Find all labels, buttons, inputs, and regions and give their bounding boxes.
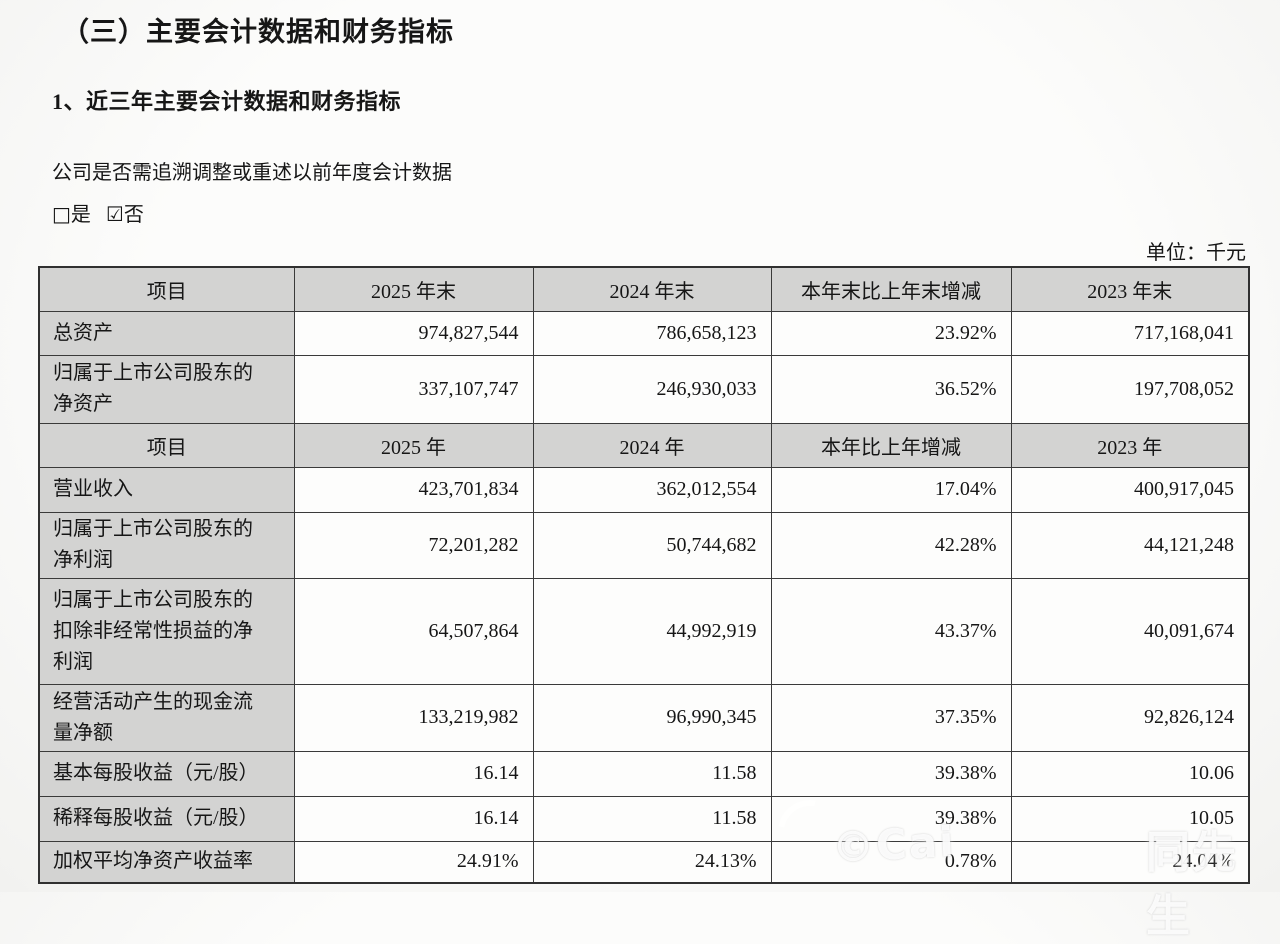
- row-label: 稀释每股收益（元/股）: [38, 795, 295, 842]
- column-header-2023-yearend: 2023 年末: [1010, 266, 1250, 312]
- checkbox-unchecked-icon: □: [52, 202, 71, 226]
- cell-value: 10.05: [1010, 795, 1250, 842]
- table-row-total-assets: 总资产 974,827,544 786,658,123 23.92% 717,1…: [38, 310, 1250, 356]
- column-header-item: 项目: [38, 266, 295, 312]
- cell-value: 39.38%: [770, 795, 1012, 842]
- table-row-net-assets: 归属于上市公司股东的 净资产 337,107,747 246,930,033 3…: [38, 354, 1250, 424]
- cell-value: 17.04%: [770, 466, 1012, 513]
- checkbox-option-no: ☑否: [105, 202, 144, 226]
- cell-value: 44,992,919: [532, 577, 772, 685]
- column-header-year-change: 本年比上年增减: [770, 422, 1012, 468]
- cell-value: 39.38%: [770, 750, 1012, 797]
- restatement-answer-row: □是 ☑否: [52, 198, 154, 227]
- section-title: （三）主要会计数据和财务指标: [62, 17, 454, 47]
- column-header-2023: 2023 年: [1010, 422, 1250, 468]
- column-header-yearend-change: 本年末比上年末增减: [770, 266, 1012, 312]
- unit-label: 单位：千元: [1146, 242, 1246, 264]
- column-header-2024-yearend: 2024 年末: [532, 266, 772, 312]
- table-row-net-profit: 归属于上市公司股东的 净利润 72,201,282 50,744,682 42.…: [38, 511, 1250, 579]
- column-header-2024: 2024 年: [532, 422, 772, 468]
- cell-value: 423,701,834: [293, 466, 534, 513]
- row-label: 归属于上市公司股东的 扣除非经常性损益的净 利润: [38, 577, 295, 685]
- row-label: 营业收入: [38, 466, 295, 513]
- row-label: 加权平均净资产收益率: [38, 840, 295, 884]
- cell-value: 786,658,123: [532, 310, 772, 356]
- table-row-revenue: 营业收入 423,701,834 362,012,554 17.04% 400,…: [38, 466, 1250, 513]
- cell-value: 37.35%: [770, 683, 1012, 752]
- checkbox-yes-label: 是: [70, 204, 91, 226]
- subsection-title: 1、近三年主要会计数据和财务指标: [52, 89, 402, 114]
- cell-value: 42.28%: [770, 511, 1012, 579]
- cell-value: 72,201,282: [293, 511, 534, 579]
- row-label: 归属于上市公司股东的 净利润: [38, 511, 295, 579]
- document-page: （三）主要会计数据和财务指标 1、近三年主要会计数据和财务指标 公司是否需追溯调…: [38, 17, 1250, 942]
- cell-value: 400,917,045: [1010, 466, 1250, 513]
- financial-indicators-table: 项目 2025 年末 2024 年末 本年末比上年末增减 2023 年末 总资产…: [38, 266, 1250, 884]
- row-label: 基本每股收益（元/股）: [38, 750, 295, 797]
- cell-value: 24.13%: [532, 840, 772, 884]
- table-row-basic-eps: 基本每股收益（元/股） 16.14 11.58 39.38% 10.06: [38, 750, 1250, 797]
- cell-value: 92,826,124: [1010, 683, 1250, 752]
- cell-value: 24.04%: [1010, 840, 1250, 884]
- cell-value: 24.91%: [293, 840, 534, 884]
- checkbox-option-yes: □是: [52, 202, 91, 226]
- cell-value: 362,012,554: [532, 466, 772, 513]
- cell-value: 11.58: [532, 750, 772, 797]
- cell-value: 337,107,747: [293, 354, 534, 424]
- cell-value: 10.06: [1010, 750, 1250, 797]
- checkbox-checked-icon: ☑: [105, 202, 124, 226]
- cell-value: 717,168,041: [1010, 310, 1250, 356]
- cell-value: 23.92%: [770, 310, 1012, 356]
- column-header-2025: 2025 年: [293, 422, 534, 468]
- cell-value: 197,708,052: [1010, 354, 1250, 424]
- row-label: 经营活动产生的现金流 量净额: [38, 683, 295, 752]
- row-label: 归属于上市公司股东的 净资产: [38, 354, 295, 424]
- cell-value: 16.14: [293, 795, 534, 842]
- cell-value: 974,827,544: [293, 310, 534, 356]
- cell-value: 36.52%: [770, 354, 1012, 424]
- row-label: 总资产: [38, 310, 295, 356]
- cell-value: 16.14: [293, 750, 534, 797]
- cell-value: 96,990,345: [532, 683, 772, 752]
- cell-value: 0.78%: [770, 840, 1012, 884]
- cell-value: 40,091,674: [1010, 577, 1250, 685]
- cell-value: 43.37%: [770, 577, 1012, 685]
- cell-value: 246,930,033: [532, 354, 772, 424]
- table-row-net-profit-excl-nonrecurring: 归属于上市公司股东的 扣除非经常性损益的净 利润 64,507,864 44,9…: [38, 577, 1250, 685]
- table-row-weighted-avg-roe: 加权平均净资产收益率 24.91% 24.13% 0.78% 24.04%: [38, 840, 1250, 884]
- cell-value: 44,121,248: [1010, 511, 1250, 579]
- cell-value: 133,219,982: [293, 683, 534, 752]
- restatement-question-text: 公司是否需追溯调整或重述以前年度会计数据: [52, 162, 452, 184]
- column-header-item: 项目: [38, 422, 295, 468]
- cell-value: 64,507,864: [293, 577, 534, 685]
- column-header-2025-yearend: 2025 年末: [293, 266, 534, 312]
- table-row-operating-cash-flow: 经营活动产生的现金流 量净额 133,219,982 96,990,345 37…: [38, 683, 1250, 752]
- table-row-diluted-eps: 稀释每股收益（元/股） 16.14 11.58 39.38% 10.05: [38, 795, 1250, 842]
- cell-value: 11.58: [532, 795, 772, 842]
- cell-value: 50,744,682: [532, 511, 772, 579]
- table-header-row-yearend: 项目 2025 年末 2024 年末 本年末比上年末增减 2023 年末: [38, 266, 1250, 312]
- table-header-row-year: 项目 2025 年 2024 年 本年比上年增减 2023 年: [38, 422, 1250, 468]
- checkbox-no-label: 否: [123, 204, 144, 226]
